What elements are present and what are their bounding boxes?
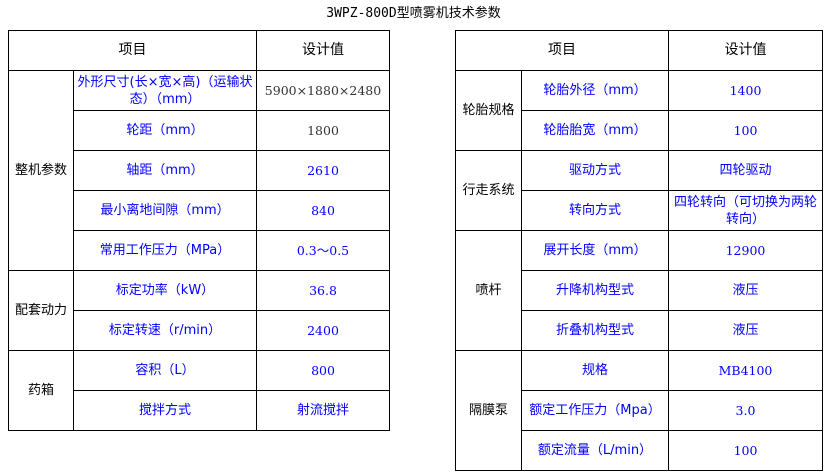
table-row: 额定流量（L/min） 100 [456,430,823,471]
param-value: 射流搅拌 [256,390,390,431]
table-row: 喷杆 展开长度（mm） 12900 [455,230,823,351]
header-value: 设计值 [256,30,390,71]
param-label: 轮胎外径（mm） [521,70,669,111]
header-value: 设计值 [668,30,823,71]
param-label: 标定功率（kW） [73,270,257,311]
group-label: 整机参数 [8,70,74,271]
header-row: 项目 设计值 [8,30,390,71]
param-label: 额定流量（L/min） [521,430,669,471]
param-value: 100 [668,110,823,151]
param-label: 常用工作压力（MPa） [73,230,257,271]
table-row: 折叠机构型式 液压 [456,310,823,351]
header-row: 项目 设计值 [455,30,823,71]
param-value: 0.3～0.5 [256,230,390,271]
param-label: 标定转速（r/min） [73,310,257,351]
group-label: 喷杆 [455,230,522,351]
param-value: MB4100 [668,350,823,391]
param-label: 轮距（mm） [73,110,257,151]
param-value: 36.8 [256,270,390,311]
group-label: 轮胎规格 [455,70,522,151]
page-title: 3WPZ-800D型喷雾机技术参数 [326,6,501,21]
param-label: 外形尺寸(长×宽×高)（运输状态）（mm） [73,70,257,111]
param-label: 转向方式 [521,190,669,231]
header-item: 项目 [8,30,257,71]
param-label: 额定工作压力（Mpa） [521,390,669,431]
param-label: 容积（L） [73,350,257,391]
table-row: 标定转速（r/min） 2400 [9,310,390,351]
param-value: 800 [256,350,390,391]
param-value: 5900×1880×2480 [256,70,390,111]
table-row: 行走系统 驱动方式 四轮驱动 [455,150,823,231]
param-value: 2610 [256,150,390,191]
table-row: 药箱 容积（L） 800 [8,350,390,431]
param-value: 840 [256,190,390,231]
table-row: 整机参数 外形尺寸(长×宽×高)（运输状态）（mm） 5900×1880×2480 [8,70,390,271]
param-value: 四轮转向（可切换为两轮转向） [668,190,823,231]
param-value: 3.0 [668,390,823,431]
param-label: 折叠机构型式 [521,310,669,351]
param-value: 液压 [668,310,823,351]
spec-table-left: 项目 设计值 整机参数 外形尺寸(长×宽×高)（运输状态）（mm） 5900×1880×… [8,30,390,431]
param-label: 驱动方式 [521,150,669,191]
param-value: 12900 [668,230,823,271]
table-row: 搅拌方式 射流搅拌 [9,390,390,431]
table-row: 最小离地间隙（mm） 840 [9,190,390,231]
table-row: 额定工作压力（Mpa） 3.0 [456,390,823,431]
spec-table-right: 项目 设计值 轮胎规格 轮胎外径（mm） 1400 轮胎胎宽（mm） 100 行走系统 驱动方式… [455,30,823,471]
table-row: 轮距（mm） 1800 [9,110,390,151]
param-label: 规格 [521,350,669,391]
table-row: 轮胎胎宽（mm） 100 [456,110,823,151]
table-row: 常用工作压力（MPa） 0.3～0.5 [9,230,390,271]
table-row: 隔膜泵 规格 MB4100 [455,350,823,471]
table-row: 配套动力 标定功率（kW） 36.8 [8,270,390,351]
param-value: 液压 [668,270,823,311]
param-value: 1400 [668,70,823,111]
param-value: 四轮驱动 [668,150,823,191]
table-row: 转向方式 四轮转向（可切换为两轮转向） [456,190,823,231]
param-label: 轮胎胎宽（mm） [521,110,669,151]
param-value: 1800 [256,110,390,151]
param-value: 100 [668,430,823,471]
group-label: 行走系统 [455,150,522,231]
group-label: 药箱 [8,350,74,431]
header-item: 项目 [455,30,669,71]
param-label: 升降机构型式 [521,270,669,311]
param-label: 展开长度（mm） [521,230,669,271]
param-label: 轴距（mm） [73,150,257,191]
table-row: 轮胎规格 轮胎外径（mm） 1400 [455,70,823,151]
param-label: 最小离地间隙（mm） [73,190,257,231]
table-row: 轴距（mm） 2610 [9,150,390,191]
param-value: 2400 [256,310,390,351]
group-label: 配套动力 [8,270,74,351]
group-label: 隔膜泵 [455,350,522,471]
param-label: 搅拌方式 [73,390,257,431]
